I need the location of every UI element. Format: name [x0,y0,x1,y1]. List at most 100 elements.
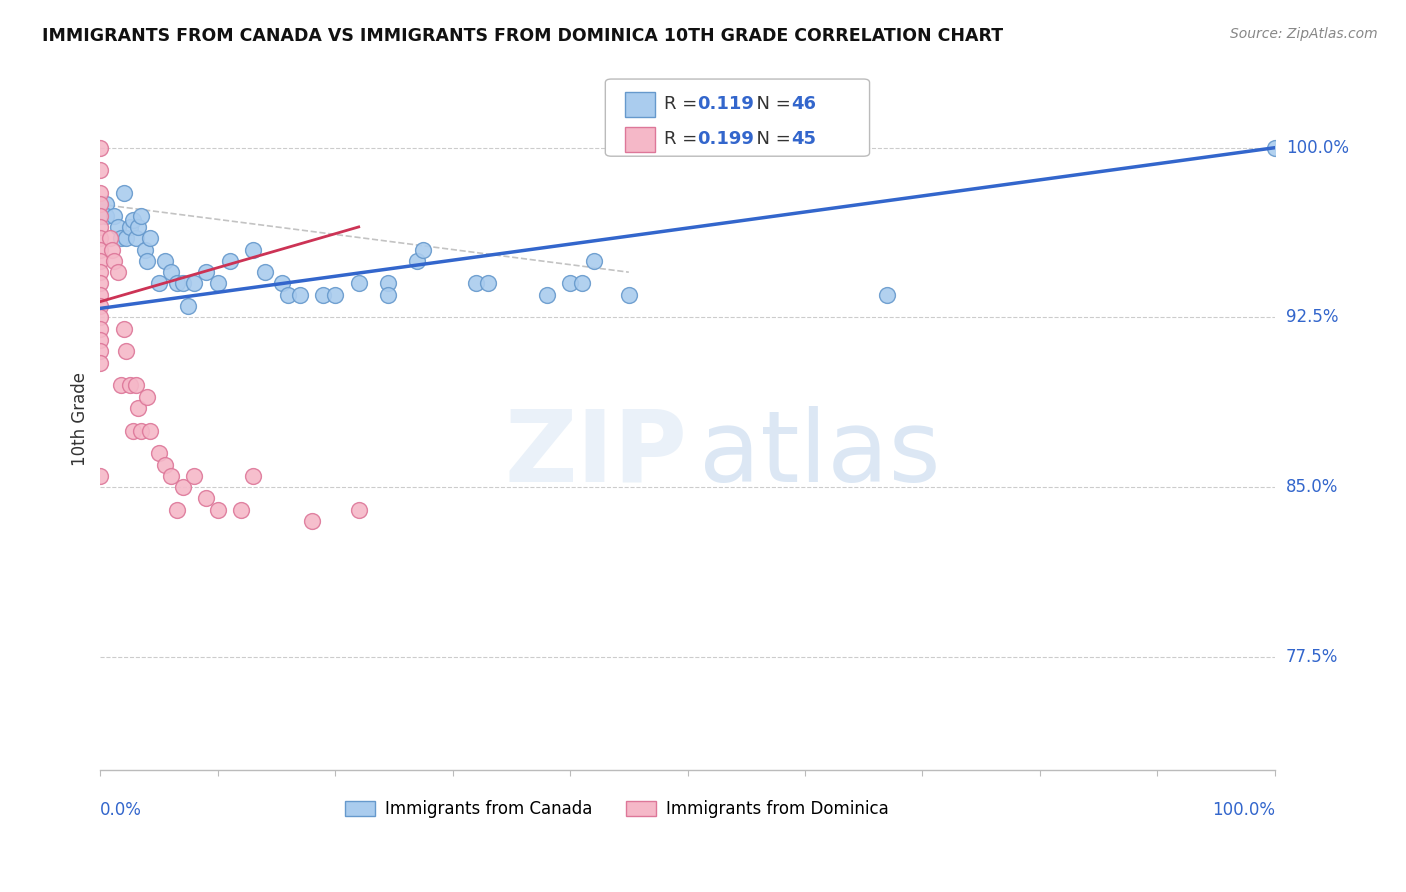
Point [323,287,346,301]
Point [183,468,205,483]
Point [1264,141,1286,155]
Point [312,287,335,301]
Text: atlas: atlas [699,406,941,503]
Point [166,277,188,291]
Text: 92.5%: 92.5% [1286,309,1339,326]
Point [207,277,229,291]
Point [159,265,181,279]
Point [122,213,145,227]
Point [89,287,111,301]
Point [218,253,240,268]
Legend: Immigrants from Canada, Immigrants from Dominica: Immigrants from Canada, Immigrants from … [339,794,896,825]
Point [148,277,170,291]
Point [183,277,205,291]
Point [89,209,111,223]
Point [127,401,149,415]
Point [412,243,434,257]
Point [110,378,132,392]
Point [98,231,121,245]
Point [115,231,138,245]
Point [477,277,499,291]
Text: 46: 46 [790,95,815,113]
Point [96,197,118,211]
Point [103,209,125,223]
Point [377,277,399,291]
Point [558,277,581,291]
Point [112,322,135,336]
Point [89,243,111,257]
Point [301,514,323,528]
Point [166,502,188,516]
Point [207,502,229,516]
Point [172,480,194,494]
Point [89,356,111,370]
Point [159,468,181,483]
Point [118,219,141,234]
Point [89,186,111,200]
Point [124,378,146,392]
Point [242,468,264,483]
Point [876,287,898,301]
Text: 100.0%: 100.0% [1212,800,1275,819]
Point [195,491,218,506]
Point [122,424,145,438]
Y-axis label: 10th Grade: 10th Grade [72,372,89,467]
FancyBboxPatch shape [606,79,869,156]
Text: N =: N = [745,130,797,148]
Text: R =: R = [664,130,703,148]
Text: R =: R = [664,95,703,113]
Point [138,424,160,438]
Point [131,209,153,223]
Point [582,253,605,268]
Point [110,231,132,245]
Point [134,243,156,257]
Point [96,209,118,223]
Point [112,186,135,200]
Point [153,253,176,268]
Text: Source: ZipAtlas.com: Source: ZipAtlas.com [1230,27,1378,41]
Point [153,458,176,472]
Point [89,344,111,359]
Point [115,344,138,359]
Point [89,265,111,279]
Point [107,265,129,279]
Point [271,277,294,291]
Point [89,141,111,155]
Point [89,468,111,483]
FancyBboxPatch shape [626,92,655,117]
Point [288,287,311,301]
Point [89,163,111,178]
Point [253,265,276,279]
Point [89,322,111,336]
Text: 100.0%: 100.0% [1286,139,1348,157]
Point [617,287,640,301]
Point [231,502,253,516]
Point [89,231,111,245]
Point [89,253,111,268]
Point [89,197,111,211]
Point [89,310,111,325]
Text: 0.0%: 0.0% [100,800,142,819]
Point [89,333,111,347]
Point [347,502,370,516]
Text: IMMIGRANTS FROM CANADA VS IMMIGRANTS FROM DOMINICA 10TH GRADE CORRELATION CHART: IMMIGRANTS FROM CANADA VS IMMIGRANTS FRO… [42,27,1004,45]
FancyBboxPatch shape [626,127,655,152]
Text: 45: 45 [790,130,815,148]
Point [89,219,111,234]
Point [242,243,264,257]
Point [124,231,146,245]
Text: 77.5%: 77.5% [1286,648,1339,665]
Point [172,277,194,291]
Point [136,390,159,404]
Point [465,277,488,291]
Text: 0.119: 0.119 [697,95,754,113]
Point [177,299,200,313]
Point [127,219,149,234]
Text: 0.199: 0.199 [697,130,754,148]
Text: 85.0%: 85.0% [1286,478,1339,496]
Point [347,277,370,291]
Text: N =: N = [745,95,797,113]
Point [148,446,170,460]
Point [377,287,399,301]
Point [195,265,218,279]
